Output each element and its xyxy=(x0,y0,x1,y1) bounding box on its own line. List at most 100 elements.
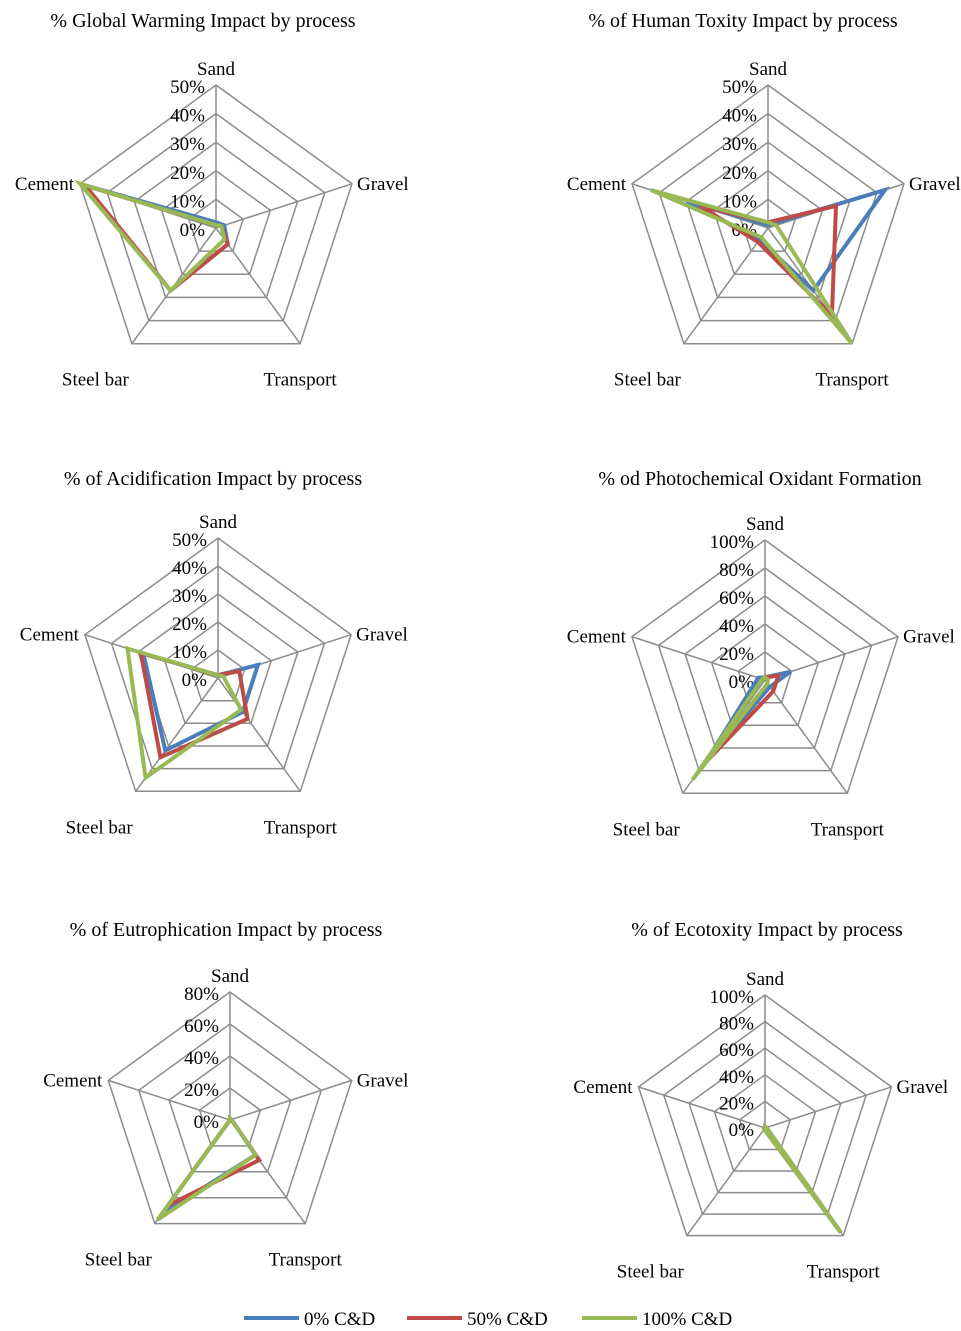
series-line-3 xyxy=(761,1122,843,1234)
tick-label: 0% xyxy=(194,1112,220,1133)
tick-label: 20% xyxy=(719,644,754,665)
tick-label: 60% xyxy=(184,1016,219,1037)
radar-chart-4: % od Photochemical Oxidant Formation 0% 20… xyxy=(567,468,955,840)
category-label: Transport xyxy=(263,370,337,391)
tick-label: 80% xyxy=(719,560,754,581)
category-label: Sand xyxy=(746,514,785,535)
tick-label: 20% xyxy=(184,1080,219,1101)
category-label: Cement xyxy=(567,627,627,648)
series-line-3 xyxy=(690,674,770,781)
category-label: Sand xyxy=(211,966,250,987)
axis-spoke xyxy=(108,1079,231,1121)
series-line-3 xyxy=(125,645,244,782)
tick-label: 0% xyxy=(729,1120,755,1141)
axis-spoke xyxy=(683,227,769,345)
grid-ring xyxy=(198,1087,262,1147)
tick-label: 40% xyxy=(184,1048,219,1069)
category-label: Steel bar xyxy=(614,370,682,391)
axis-spoke xyxy=(638,1086,766,1129)
grid-ring xyxy=(684,595,846,749)
axis-spoke xyxy=(229,1079,352,1121)
grid-ring xyxy=(631,539,899,795)
chart-title: % of Ecotoxity Impact by process xyxy=(631,919,903,941)
category-label: Cement xyxy=(567,174,627,195)
axis-spoke xyxy=(764,1086,892,1129)
tick-label: 100% xyxy=(710,987,755,1008)
axis-spoke xyxy=(686,1127,766,1237)
series-line-3 xyxy=(155,1114,259,1222)
axis-spoke xyxy=(764,679,848,794)
legend-label: 50% C&D xyxy=(467,1309,548,1330)
radar-chart-5: % of Eutrophication Impact by process 0% 2… xyxy=(43,919,408,1271)
category-label: Sand xyxy=(199,512,238,533)
tick-label: 50% xyxy=(170,77,205,98)
category-label: Steel bar xyxy=(85,1250,153,1271)
tick-label: 40% xyxy=(722,106,757,127)
tick-label: 40% xyxy=(719,1067,754,1088)
radar-chart-1: % Global Warming Impact by process 0% 10% 2… xyxy=(15,10,409,391)
grid-ring xyxy=(637,994,893,1237)
category-label: Transport xyxy=(811,819,885,840)
tick-label: 30% xyxy=(722,134,757,155)
grid-ring xyxy=(110,565,326,770)
tick-label: 60% xyxy=(719,1040,754,1061)
tick-label: 20% xyxy=(719,1093,754,1114)
series-line-3 xyxy=(650,188,854,345)
category-label: Steel bar xyxy=(617,1262,685,1283)
legend: 0% C&D 50% C&D 100% C&D xyxy=(244,1309,732,1330)
grid-ring xyxy=(107,991,353,1225)
category-label: Cement xyxy=(20,625,80,646)
tick-label: 30% xyxy=(172,586,207,607)
legend-item: 100% C&D xyxy=(582,1309,732,1330)
category-label: Gravel xyxy=(357,174,409,195)
grid-ring xyxy=(190,649,246,702)
radar-charts: % Global Warming Impact by process 0% 10% 2… xyxy=(15,10,961,1283)
grid-ring xyxy=(106,112,326,322)
category-label: Steel bar xyxy=(613,819,681,840)
category-label: Sand xyxy=(749,59,788,80)
tick-label: 10% xyxy=(172,642,207,663)
category-label: Steel bar xyxy=(62,370,130,391)
category-label: Sand xyxy=(197,59,236,80)
radar-chart-6: % of Ecotoxity Impact by process 0% 20% 40%… xyxy=(573,919,948,1283)
grid-ring xyxy=(84,537,352,793)
tick-label: 30% xyxy=(170,134,205,155)
category-label: Transport xyxy=(269,1250,343,1271)
tick-label: 50% xyxy=(172,530,207,551)
chart-title: % od Photochemical Oxidant Formation xyxy=(598,468,921,490)
tick-label: 10% xyxy=(170,191,205,212)
tick-label: 0% xyxy=(182,670,208,691)
grid-ring xyxy=(738,1100,792,1151)
grid-ring xyxy=(160,169,272,276)
grid-ring xyxy=(137,593,299,747)
axis-spoke xyxy=(215,183,353,229)
tick-label: 0% xyxy=(180,220,206,241)
grid-ring xyxy=(657,567,873,772)
tick-label: 50% xyxy=(722,77,757,98)
tick-label: 80% xyxy=(184,984,219,1005)
radar-chart-3: % of Acidification Impact by process 0% 10… xyxy=(20,468,408,838)
tick-label: 40% xyxy=(170,106,205,127)
legend-item: 0% C&D xyxy=(244,1309,375,1330)
category-label: Transport xyxy=(815,370,889,391)
tick-label: 0% xyxy=(729,672,755,693)
axis-spoke xyxy=(215,227,301,345)
grid-ring xyxy=(712,169,824,276)
legend-label: 100% C&D xyxy=(642,1309,732,1330)
category-label: Gravel xyxy=(897,1077,949,1098)
category-label: Gravel xyxy=(356,625,408,646)
tick-label: 20% xyxy=(172,614,207,635)
tick-label: 60% xyxy=(719,588,754,609)
tick-label: 100% xyxy=(710,532,755,553)
grid-ring xyxy=(631,84,905,345)
category-label: Gravel xyxy=(903,627,955,648)
grid-ring xyxy=(685,141,851,299)
grid-ring xyxy=(133,141,299,299)
category-label: Gravel xyxy=(357,1070,409,1091)
grid-ring xyxy=(79,84,353,345)
grid-ring xyxy=(713,1073,817,1172)
tick-label: 40% xyxy=(172,558,207,579)
grid-ring xyxy=(658,112,878,322)
chart-title: % Global Warming Impact by process xyxy=(50,10,355,32)
